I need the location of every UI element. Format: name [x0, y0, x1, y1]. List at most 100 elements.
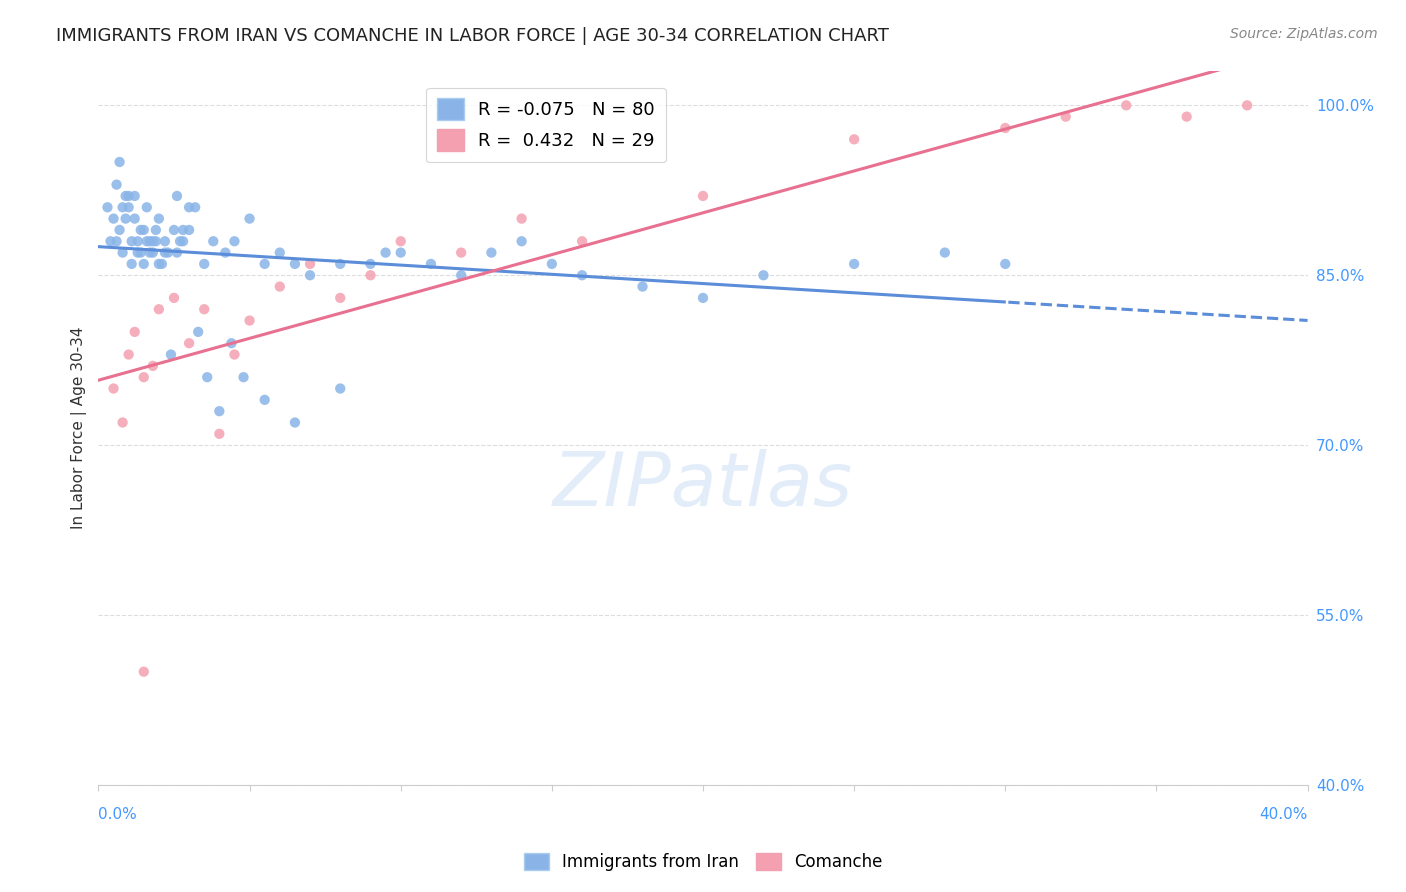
Point [163, 223, 186, 237]
Point [540, 257, 562, 271]
Point [389, 234, 412, 248]
Point [114, 189, 136, 203]
Point [118, 189, 141, 203]
Point [1175, 110, 1198, 124]
Point [692, 291, 714, 305]
Point [193, 257, 215, 271]
Point [692, 189, 714, 203]
Text: 40.0%: 40.0% [1260, 807, 1308, 822]
Point [450, 245, 472, 260]
Point [1054, 110, 1077, 124]
Point [124, 189, 146, 203]
Point [299, 257, 322, 271]
Point [156, 245, 179, 260]
Point [148, 302, 170, 317]
Point [145, 223, 167, 237]
Point [129, 245, 152, 260]
Point [420, 257, 443, 271]
Point [150, 257, 173, 271]
Point [202, 234, 225, 248]
Point [450, 268, 472, 283]
Point [631, 279, 654, 293]
Point [329, 291, 352, 305]
Point [166, 189, 188, 203]
Point [127, 245, 149, 260]
Point [166, 245, 188, 260]
Point [114, 211, 136, 226]
Point [752, 268, 775, 283]
Point [269, 245, 291, 260]
Point [187, 325, 209, 339]
Point [844, 132, 866, 146]
Point [239, 313, 262, 327]
Point [108, 223, 131, 237]
Point [100, 234, 122, 248]
Point [118, 347, 141, 361]
Point [169, 234, 191, 248]
Point [132, 223, 155, 237]
Point [160, 347, 183, 361]
Point [142, 234, 165, 248]
Point [994, 257, 1017, 271]
Point [172, 223, 194, 237]
Point [142, 359, 165, 373]
Point [103, 382, 125, 396]
Point [105, 178, 128, 192]
Point [253, 257, 276, 271]
Point [329, 382, 352, 396]
Point [481, 245, 503, 260]
Point [179, 200, 201, 214]
Point [96, 200, 118, 214]
Point [132, 257, 155, 271]
Point [153, 234, 176, 248]
Point [108, 155, 131, 169]
Point [389, 245, 412, 260]
Point [299, 268, 322, 283]
Text: Source: ZipAtlas.com: Source: ZipAtlas.com [1230, 27, 1378, 41]
Point [121, 234, 143, 248]
Text: 0.0%: 0.0% [98, 807, 138, 822]
Point [224, 234, 246, 248]
Point [994, 120, 1017, 135]
Point [153, 245, 176, 260]
Point [124, 325, 146, 339]
Point [208, 426, 231, 441]
Point [139, 234, 162, 248]
Text: IMMIGRANTS FROM IRAN VS COMANCHE IN LABOR FORCE | AGE 30-34 CORRELATION CHART: IMMIGRANTS FROM IRAN VS COMANCHE IN LABO… [56, 27, 889, 45]
Point [127, 234, 149, 248]
Legend: R = -0.075   N = 80, R =  0.432   N = 29: R = -0.075 N = 80, R = 0.432 N = 29 [426, 87, 665, 162]
Point [1236, 98, 1258, 112]
Point [571, 268, 593, 283]
Point [139, 245, 162, 260]
Point [118, 200, 141, 214]
Point [208, 404, 231, 418]
Point [510, 234, 533, 248]
Point [253, 392, 276, 407]
Legend: Immigrants from Iran, Comanche: Immigrants from Iran, Comanche [516, 845, 890, 880]
Point [193, 302, 215, 317]
Point [329, 257, 352, 271]
Point [148, 257, 170, 271]
Point [145, 234, 167, 248]
Text: ZIPatlas: ZIPatlas [553, 450, 853, 521]
Point [360, 257, 382, 271]
Point [1115, 98, 1137, 112]
Point [163, 291, 186, 305]
Point [269, 279, 291, 293]
Point [284, 257, 307, 271]
Point [284, 416, 307, 430]
Point [844, 257, 866, 271]
Point [142, 245, 165, 260]
Point [224, 347, 246, 361]
Y-axis label: In Labor Force | Age 30-34: In Labor Force | Age 30-34 [72, 326, 87, 530]
Point [105, 234, 128, 248]
Point [129, 223, 152, 237]
Point [111, 200, 134, 214]
Point [111, 245, 134, 260]
Point [124, 211, 146, 226]
Point [172, 234, 194, 248]
Point [934, 245, 956, 260]
Point [121, 257, 143, 271]
Point [148, 211, 170, 226]
Point [374, 245, 396, 260]
